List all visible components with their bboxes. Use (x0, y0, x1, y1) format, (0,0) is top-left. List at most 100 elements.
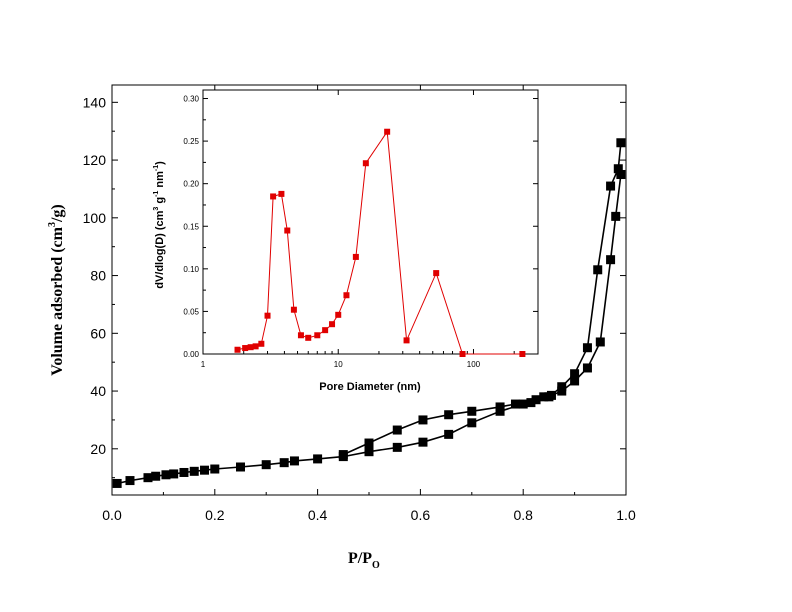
desorption-point (616, 138, 626, 148)
desorption-point (364, 438, 374, 448)
main-y-axis-label: Volume adsorbed (cm3/g) (47, 204, 66, 376)
main-y-tick-label: 20 (90, 441, 106, 457)
pore-distribution-point (519, 351, 526, 357)
pore-distribution-point (252, 343, 259, 350)
adsorption-point (169, 469, 179, 479)
pore-distribution-point (403, 337, 410, 344)
adsorption-point (151, 471, 161, 481)
adsorption-point (161, 470, 171, 480)
adsorption-point (125, 476, 135, 486)
pore-distribution-point (384, 128, 391, 135)
desorption-point (495, 402, 505, 412)
adsorption-point (444, 429, 454, 439)
adsorption-point (467, 418, 477, 428)
adsorption-point (189, 466, 199, 476)
adsorption-point (611, 211, 621, 221)
pore-distribution-point (305, 334, 312, 341)
inset-y-tick-label: 0.00 (183, 350, 199, 359)
main-series (112, 138, 626, 488)
adsorption-point (313, 454, 323, 464)
desorption-point (510, 399, 520, 409)
adsorption-point (539, 392, 549, 402)
main-y-tick-label: 140 (83, 94, 107, 110)
pore-distribution-point (322, 327, 329, 334)
inset-ticks: 1 10 100 0.00 0.05 0.10 0.15 0.20 0.25 0.30 (183, 90, 539, 369)
adsorption-point (531, 395, 541, 405)
pore-distribution-point (278, 190, 285, 197)
pore-distribution-point (258, 340, 265, 347)
adsorption-point (261, 460, 271, 470)
adsorption-point (418, 437, 428, 447)
pore-distribution-point (297, 332, 304, 339)
pore-distribution-point (352, 253, 359, 260)
inset-y-tick-label: 0.10 (183, 265, 199, 274)
desorption-point (557, 382, 567, 392)
pore-distribution-point (362, 160, 369, 167)
pore-distribution-point (264, 312, 271, 319)
inset-y-tick-label: 0.25 (183, 137, 199, 146)
adsorption-point (582, 363, 592, 373)
pore-distribution-point (343, 292, 350, 299)
pore-distribution-point (247, 344, 254, 351)
adsorption-point (143, 473, 153, 483)
main-x-tick-label: 0.8 (513, 507, 533, 523)
main-x-axis-label: P/PO (348, 550, 380, 571)
adsorption-point (289, 456, 299, 466)
inset-x-axis-label: Pore Diameter (nm) (319, 381, 421, 393)
main-x-tick-label: 1.0 (616, 507, 636, 523)
desorption-point (392, 425, 402, 435)
pore-distribution-point (433, 270, 440, 277)
main-x-tick-label: 0.2 (205, 507, 225, 523)
inset-y-tick-label: 0.20 (183, 180, 199, 189)
adsorption-point (112, 478, 122, 488)
inset-x-tick-label: 100 (467, 360, 481, 369)
inset-x-tick-label: 10 (334, 360, 343, 369)
pore-distribution-point (290, 306, 297, 313)
main-x-tick-label: 0.0 (102, 507, 122, 523)
pore-distribution-point (335, 311, 342, 318)
inset-y-tick-label: 0.05 (183, 307, 199, 316)
pore-distribution-point (234, 346, 241, 353)
adsorption-point (210, 464, 220, 474)
adsorption-point (570, 376, 580, 386)
main-ticks: 0.0 0.2 0.4 0.6 0.8 1.0 20 40 60 80 100 120 140 (83, 85, 636, 523)
main-x-tick-label: 0.6 (411, 507, 431, 523)
pore-distribution-point (270, 193, 277, 200)
main-y-tick-label: 120 (83, 152, 107, 168)
desorption-point (544, 392, 554, 402)
desorption-point (467, 406, 477, 416)
adsorption-point (200, 465, 210, 475)
pore-distribution-point (242, 345, 249, 352)
desorption-point (444, 410, 454, 420)
desorption-point (582, 343, 592, 353)
adsorption-point (392, 442, 402, 452)
inset-y-axis-label: dV/dlog(D) (cm3 g-1 nm-1) (153, 161, 166, 289)
desorption-point (613, 164, 623, 174)
desorption-point (570, 369, 580, 379)
pore-distribution-point (284, 227, 291, 234)
main-x-tick-label: 0.4 (308, 507, 328, 523)
desorption-point (418, 415, 428, 425)
inset-series (234, 128, 526, 357)
adsorption-point (606, 255, 616, 265)
desorption-point (593, 265, 603, 275)
main-y-tick-label: 60 (90, 325, 106, 341)
main-y-tick-label: 80 (90, 268, 106, 284)
adsorption-point (236, 462, 245, 472)
adsorption-point (279, 458, 289, 468)
inset-plot-frame (202, 89, 539, 355)
adsorption-point (595, 337, 605, 347)
inset-y-tick-label: 0.30 (183, 95, 199, 104)
inset-y-tick-label: 0.15 (183, 222, 199, 231)
main-y-tick-label: 40 (90, 383, 106, 399)
pore-distribution-point (314, 332, 321, 339)
desorption-point (526, 398, 536, 408)
desorption-point (338, 450, 348, 460)
inset-x-tick-label: 1 (201, 360, 206, 369)
adsorption-point (616, 170, 626, 180)
pore-distribution-point (459, 351, 466, 357)
pore-distribution-point (329, 321, 336, 328)
adsorption-point (364, 447, 374, 457)
desorption-point (606, 181, 616, 191)
